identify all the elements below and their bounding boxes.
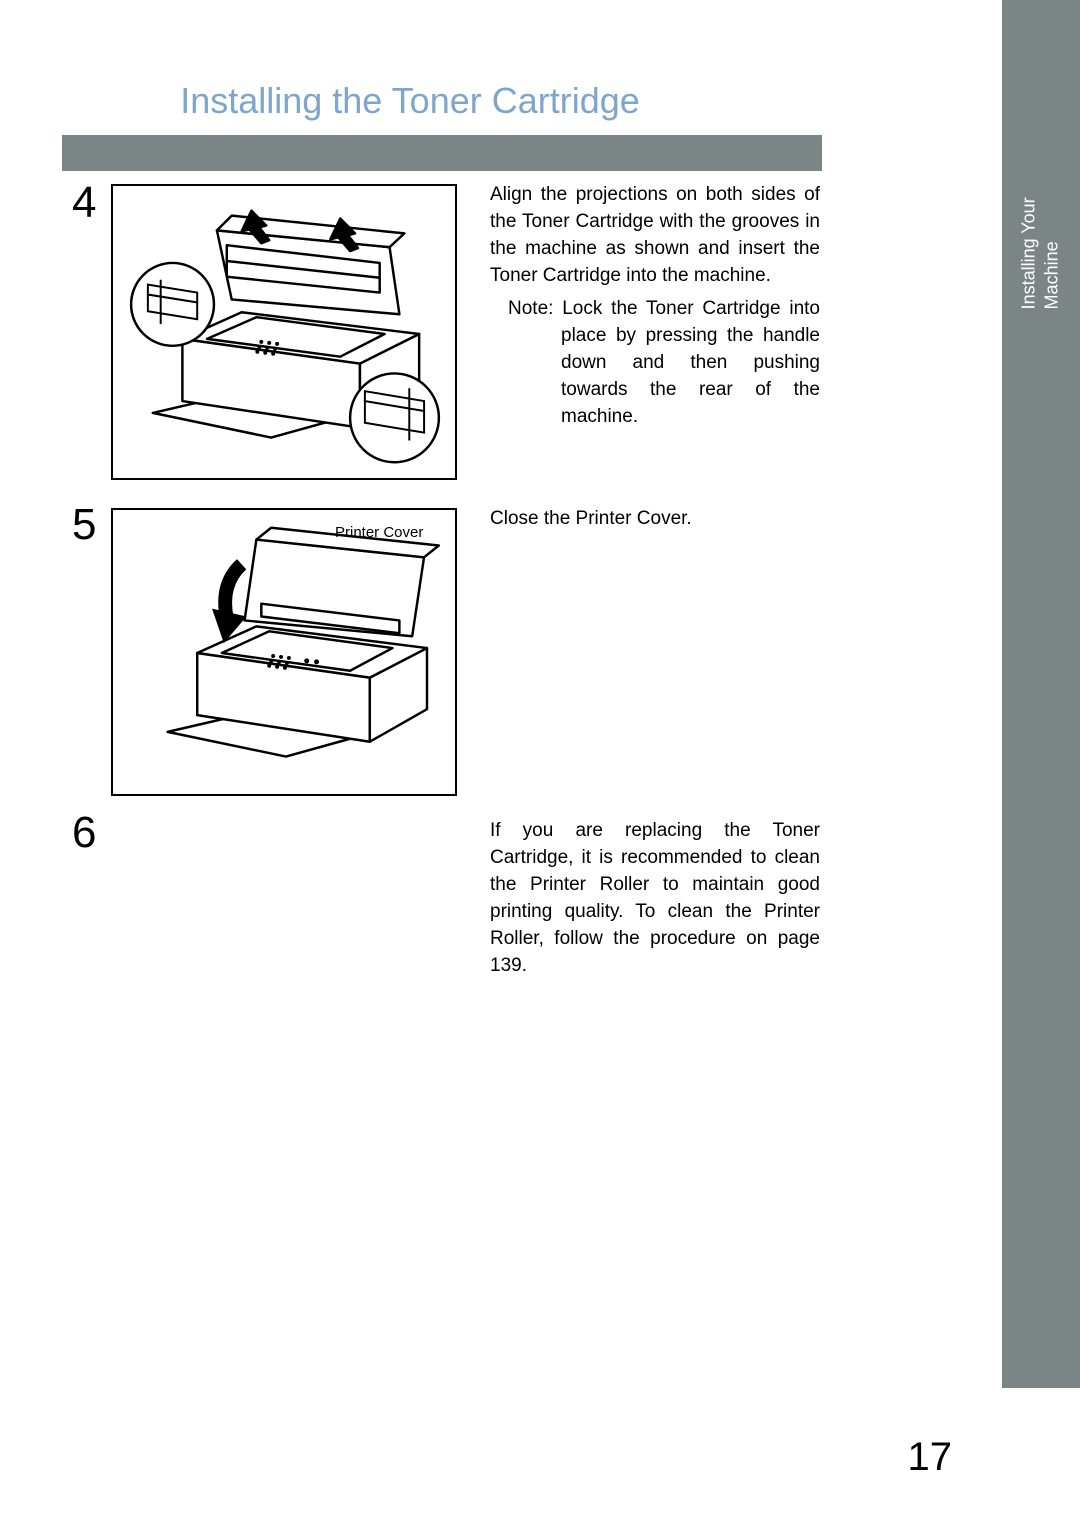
- printer-illustration-4: [113, 186, 455, 478]
- step-5-text: Close the Printer Cover.: [490, 506, 820, 533]
- step-4-text: Align the projections on both sides of t…: [490, 184, 820, 286]
- step-6-text: If you are replacing the Toner Cartridge…: [490, 818, 820, 980]
- tab-line-2: Machine: [1042, 241, 1062, 309]
- step-number-5: 5: [72, 500, 96, 550]
- figure-step-4: [111, 184, 457, 480]
- figure-5-label: Printer Cover: [335, 524, 423, 541]
- header-bar: [62, 135, 822, 171]
- step-4-note-block: Note: Lock the Toner Cartridge into plac…: [490, 296, 820, 431]
- step-4-note: Note: Lock the Toner Cartridge into plac…: [508, 296, 820, 431]
- step-4-text-block: Align the projections on both sides of t…: [490, 182, 820, 431]
- step-number-6: 6: [72, 808, 96, 858]
- page-title: Installing the Toner Cartridge: [0, 80, 820, 122]
- figure-step-5: Printer Cover: [111, 508, 457, 796]
- section-tab: Installing Your Machine: [1002, 0, 1080, 1388]
- step-number-4: 4: [72, 178, 96, 228]
- section-tab-label: Installing Your Machine: [1018, 197, 1065, 309]
- page-number: 17: [908, 1435, 953, 1480]
- tab-line-1: Installing Your: [1019, 197, 1039, 309]
- printer-illustration-5: [113, 510, 455, 794]
